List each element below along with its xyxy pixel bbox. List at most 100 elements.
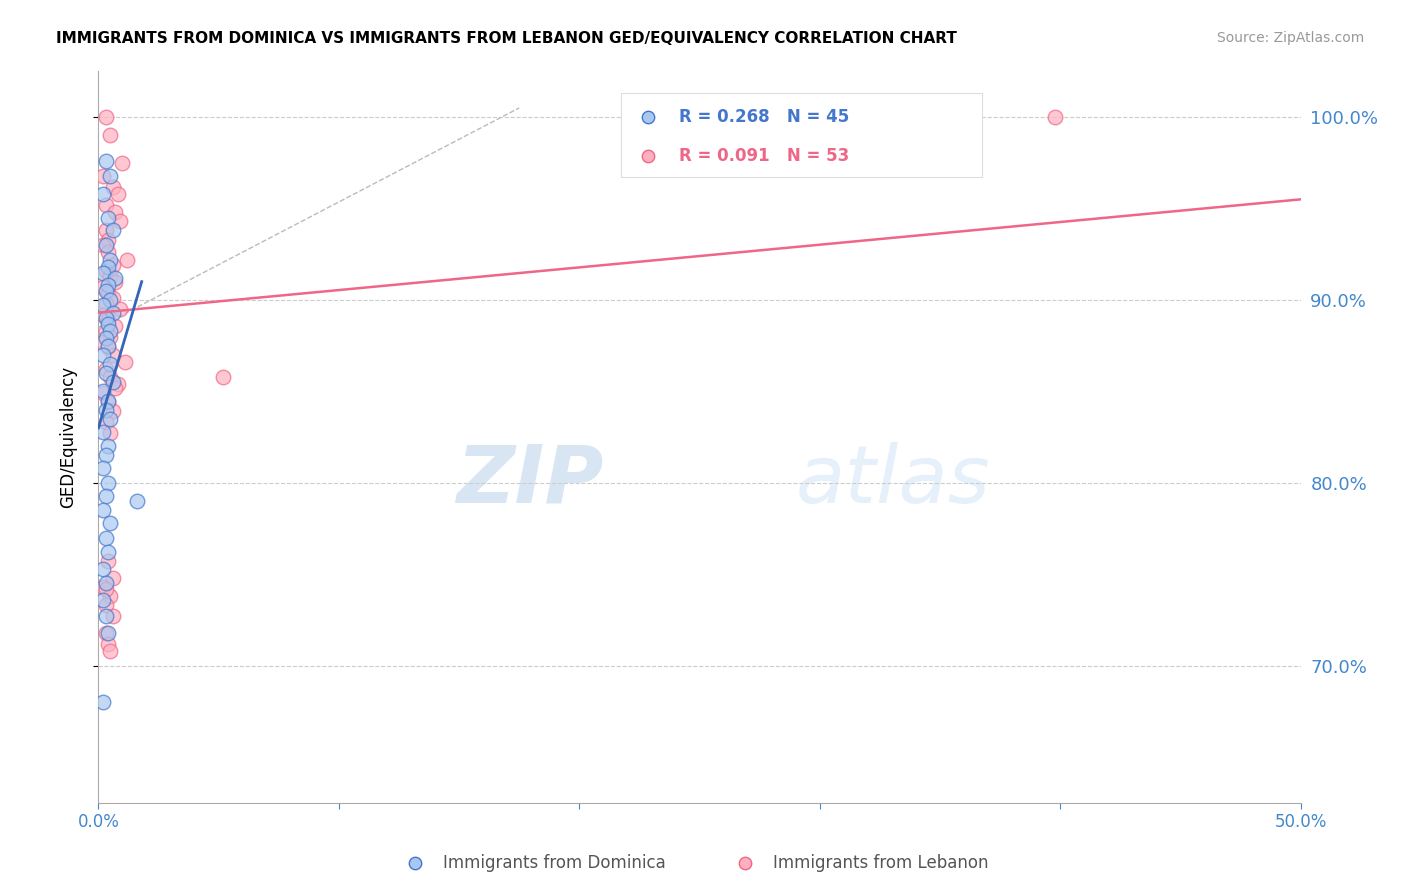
Point [100,252,122,267]
Point [94,331,117,345]
Point [104,381,127,395]
Point [91,580,114,594]
Point [94,311,117,326]
Point [91,298,114,312]
Point [94,324,117,338]
Point [94,153,117,168]
Point [101,609,124,624]
Point [94,238,117,252]
Point [94,625,117,640]
Point [97,317,120,331]
Point [97,545,120,559]
Text: Immigrants from Dominica: Immigrants from Dominica [443,855,665,872]
Point [97,285,120,300]
Point [91,308,114,322]
Point [94,489,117,503]
Point [107,186,129,201]
Point [91,348,114,362]
Point [1045,110,1067,124]
Point [91,386,114,401]
Point [100,293,122,307]
Point [100,411,122,425]
Point [100,269,122,284]
Point [94,576,117,591]
Point [91,265,114,279]
Point [97,338,120,352]
Point [97,554,120,568]
Point [97,313,120,327]
Point [101,223,124,237]
Point [91,169,114,183]
Point [94,223,117,237]
Point [94,582,117,596]
Point [100,329,122,343]
Point [94,366,117,380]
Point [97,393,120,408]
Point [97,245,120,260]
Point [94,284,117,298]
Point [97,341,120,355]
Point [108,214,131,228]
Point [91,186,114,201]
Point [100,128,122,143]
FancyBboxPatch shape [621,94,981,178]
Point [94,263,117,277]
Point [100,644,122,658]
Point [94,448,117,462]
Text: R = 0.091   N = 53: R = 0.091 N = 53 [679,147,849,165]
Point [101,179,124,194]
Point [101,306,124,320]
Text: ZIP: ZIP [456,442,603,520]
Point [94,402,117,417]
Point [91,238,114,252]
Point [101,375,124,389]
Point [91,425,114,439]
Point [212,369,235,384]
Point [101,291,124,305]
Text: atlas: atlas [796,442,990,520]
Point [101,258,124,272]
Point [97,211,120,225]
Point [111,155,134,169]
Point [97,278,120,293]
Y-axis label: GED/Equivalency: GED/Equivalency [59,366,77,508]
Point [100,324,122,338]
Point [91,503,114,517]
Point [1185,323,1208,337]
Text: IMMIGRANTS FROM DOMINICA VS IMMIGRANTS FROM LEBANON GED/EQUIVALENCY CORRELATION : IMMIGRANTS FROM DOMINICA VS IMMIGRANTS F… [56,31,957,46]
Point [94,609,117,624]
Text: R = 0.268   N = 45: R = 0.268 N = 45 [679,108,849,126]
Point [94,362,117,376]
Point [94,531,117,545]
Point [94,416,117,430]
Point [100,516,122,530]
Point [97,260,120,274]
Point [91,384,114,399]
Text: Source: ZipAtlas.com: Source: ZipAtlas.com [1216,31,1364,45]
Point [91,695,114,709]
Point [97,475,120,490]
Point [101,404,124,418]
Point [104,275,127,289]
Point [101,348,124,362]
Point [94,296,117,310]
Point [101,571,124,585]
Point [94,110,117,124]
Point [104,318,127,333]
Point [100,357,122,371]
Point [125,494,148,508]
Point [91,461,114,475]
Point [100,426,122,441]
Text: Immigrants from Lebanon: Immigrants from Lebanon [773,855,988,872]
Point [97,637,120,651]
Point [91,280,114,294]
Point [94,198,117,212]
Point [97,395,120,409]
Point [100,369,122,384]
Point [114,355,136,369]
Point [100,589,122,603]
Point [104,271,127,285]
Point [91,562,114,576]
Point [91,592,114,607]
Point [100,169,122,183]
